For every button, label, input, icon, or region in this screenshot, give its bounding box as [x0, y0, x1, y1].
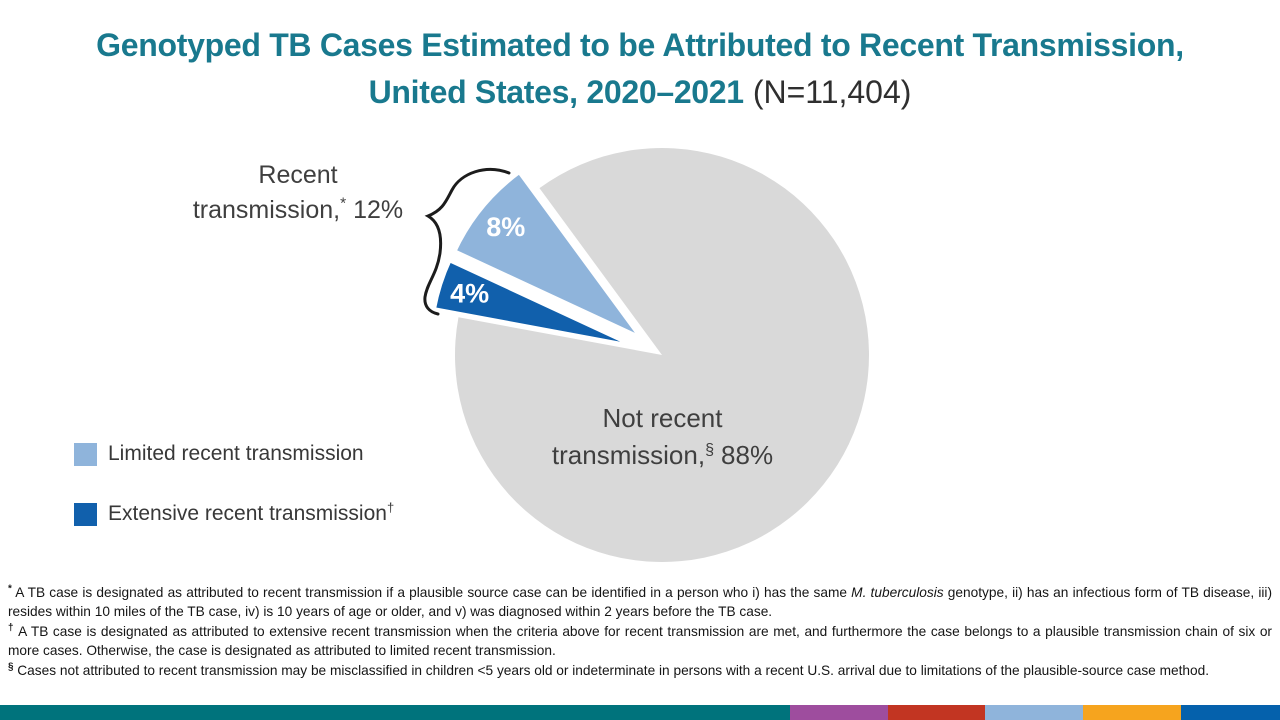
- slide-title-line2: United States, 2020–2021 (N=11,404): [0, 69, 1280, 116]
- footer-segment-purple: [790, 705, 888, 720]
- slide-title: Genotyped TB Cases Estimated to be Attri…: [0, 22, 1280, 116]
- footer-segment-teal: [0, 705, 790, 720]
- slide-title-line1: Genotyped TB Cases Estimated to be Attri…: [96, 27, 1184, 63]
- sample-size: (N=11,404): [752, 74, 912, 110]
- recent-annotation-value: 12%: [353, 196, 404, 224]
- footer-color-bar: [0, 705, 1280, 720]
- legend: Limited recent transmission Extensive re…: [74, 442, 394, 562]
- footer-segment-red: [888, 705, 985, 720]
- recent-transmission-annotation: Recent transmission,* 12%: [140, 158, 456, 228]
- not-recent-annotation: Not recent transmission,§ 88%: [500, 400, 825, 474]
- legend-label-extensive: Extensive recent transmission†: [108, 500, 395, 525]
- recent-annotation-line2: transmission,: [192, 196, 341, 224]
- legend-item: Limited recent transmission: [74, 442, 394, 466]
- footer-segment-dark-blue: [1181, 705, 1280, 720]
- legend-label-limited: Limited recent transmission: [108, 442, 364, 465]
- recent-annotation-line1: Recent: [258, 161, 338, 189]
- legend-swatch: [74, 502, 97, 526]
- pie-slice-notrecent: [455, 148, 869, 562]
- slide-title-line2-text: United States, 2020–2021: [368, 74, 745, 110]
- pie-slice-extensive: [431, 256, 639, 350]
- not-recent-value: 88%: [721, 440, 774, 470]
- legend-item: Extensive recent transmission†: [74, 500, 395, 526]
- footer-segment-light-blue: [985, 705, 1083, 720]
- pie-slice-limited: [451, 168, 644, 341]
- footnote: † A TB case is designated as attributed …: [8, 622, 1272, 659]
- footnote: * A TB case is designated as attributed …: [8, 583, 1273, 620]
- pie-label-limited: 8%: [486, 212, 525, 242]
- not-recent-line1: Not recent: [602, 403, 723, 433]
- asterisk-marker: *: [340, 195, 347, 213]
- legend-swatch: [74, 442, 97, 466]
- not-recent-line2: transmission,: [551, 440, 706, 470]
- footnote: § Cases not attributed to recent transmi…: [8, 661, 1210, 678]
- brace-annotation: [423, 168, 511, 316]
- pie-label-extensive: 4%: [450, 279, 489, 309]
- footnotes: * A TB case is designated as attributed …: [8, 583, 1272, 680]
- footer-segment-orange: [1083, 705, 1181, 720]
- section-marker: §: [705, 440, 715, 459]
